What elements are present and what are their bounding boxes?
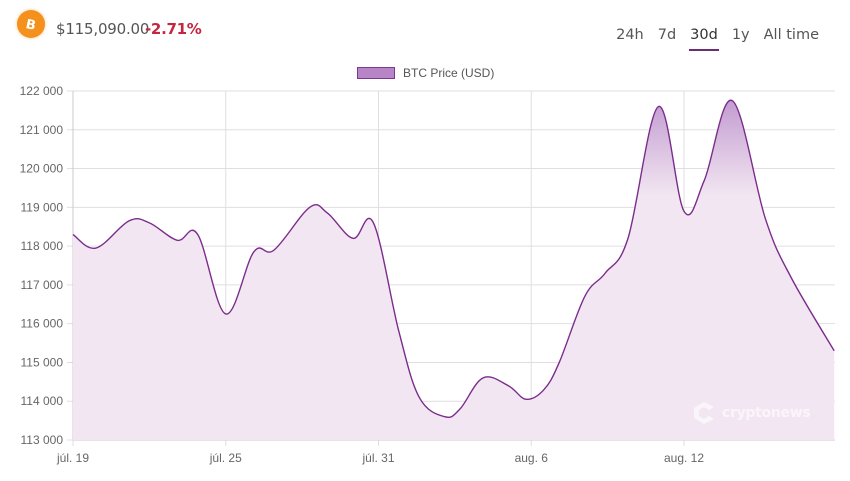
y-tick-label: 113 000 <box>21 433 64 447</box>
x-tick-label: júl. 25 <box>209 451 242 465</box>
current-price: $115,090.00 <box>56 20 150 38</box>
y-tick-label: 120 000 <box>20 162 64 176</box>
coin-header: B $115,090.00 -2.71% 24h 7d 30d 1y All t… <box>0 0 850 60</box>
bitcoin-icon: B <box>17 10 45 38</box>
y-tick-label: 119 000 <box>21 200 64 214</box>
tab-30d[interactable]: 30d <box>683 27 725 51</box>
svg-text:B: B <box>24 17 37 32</box>
x-tick-label: aug. 6 <box>515 451 549 465</box>
bitcoin-glyph-icon: B <box>24 17 37 32</box>
x-tick-label: júl. 31 <box>361 451 394 465</box>
tab-1y[interactable]: 1y <box>731 27 750 43</box>
timeframe-tabs: 24h 7d 30d 1y All time <box>609 27 826 51</box>
y-tick-label: 122 000 <box>20 84 64 98</box>
x-tick-label: aug. 12 <box>664 451 704 465</box>
cryptonews-watermark: cryptonews <box>692 401 811 425</box>
cryptonews-logo-icon <box>694 402 714 424</box>
tab-7d[interactable]: 7d <box>657 27 677 43</box>
y-tick-label: 114 000 <box>21 394 64 408</box>
legend-label: BTC Price (USD) <box>403 66 495 80</box>
legend-swatch <box>357 67 395 79</box>
y-tick-label: 117 000 <box>21 278 64 292</box>
x-axis: júl. 19 júl. 25 júl. 31 aug. 6 aug. 12 <box>56 451 704 465</box>
chart-legend[interactable]: BTC Price (USD) <box>357 66 494 80</box>
y-tick-label: 118 000 <box>21 239 64 253</box>
y-axis: 122 000 121 000 120 000 119 000 118 000 117 0… <box>20 84 64 447</box>
price-area-fill <box>73 100 835 441</box>
y-tick-label: 116 000 <box>21 317 64 331</box>
watermark-text: cryptonews <box>722 405 811 421</box>
price-change-percent: -2.71% <box>145 20 202 38</box>
y-tick-label: 121 000 <box>20 123 64 137</box>
tab-24h[interactable]: 24h <box>616 27 644 43</box>
tab-all-time[interactable]: All time <box>763 27 819 43</box>
price-line[interactable] <box>72 99 835 419</box>
x-tick-label: júl. 19 <box>56 451 89 465</box>
y-tick-label: 115 000 <box>21 355 64 369</box>
price-chart[interactable]: 122 000 121 000 120 000 119 000 118 000 117 0… <box>0 80 850 481</box>
